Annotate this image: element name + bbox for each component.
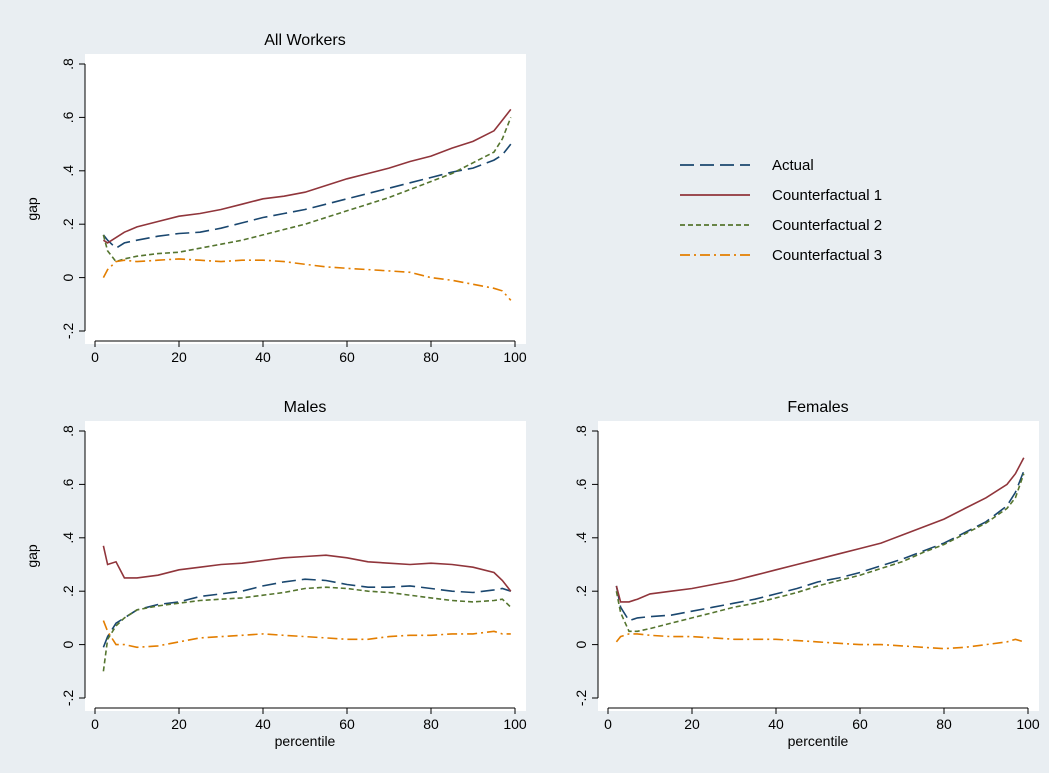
x-tick-label: 80 [936, 716, 952, 732]
y-tick-label: .4 [60, 532, 76, 544]
series-line-2 [102, 108, 512, 244]
series-line-1 [615, 470, 1025, 622]
series-line-1 [102, 143, 512, 250]
x-tick-label: 80 [423, 349, 439, 365]
x-tick-label: 80 [423, 716, 439, 732]
x-axis-title: percentile [275, 733, 336, 749]
x-tick-label: 20 [171, 716, 187, 732]
legend-label: Counterfactual 2 [772, 217, 882, 234]
series-line-4 [102, 620, 511, 649]
x-tick-label: 40 [255, 349, 271, 365]
x-tick-label: 100 [1016, 716, 1040, 732]
y-tick-label: -.2 [60, 690, 76, 707]
y-tick-label: -.2 [60, 323, 76, 340]
chart-males: Males gap percentile 0 20 40 60 80 100 -.2 0 .2.… [24, 399, 527, 749]
axes: 0 20 40 60 80 100 -.2 0 .2 .4 .6 .8 [60, 58, 527, 365]
legend-label: Counterfactual 3 [772, 247, 882, 264]
y-tick-label: -.2 [573, 690, 589, 707]
chart-title: All Workers [264, 32, 346, 49]
chart-all-workers: All Workers gap 0 20 40 60 80 100 -.2 0 .2 .4 .6 .8 [24, 32, 527, 365]
x-tick-label: 0 [91, 349, 99, 365]
y-tick-label: .2 [60, 585, 76, 597]
x-tick-label: 20 [171, 349, 187, 365]
series-line-3 [615, 473, 1025, 633]
x-tick-label: 60 [339, 716, 355, 732]
series-line-4 [102, 258, 512, 301]
series-line-3 [102, 117, 512, 263]
y-axis-title: gap [24, 544, 40, 568]
x-tick-label: 100 [503, 349, 527, 365]
y-axis-title: gap [24, 197, 40, 221]
y-tick-label: .8 [60, 425, 76, 437]
chart-title: Males [284, 399, 327, 416]
plot-area [85, 54, 526, 344]
y-tick-label: .4 [573, 532, 589, 544]
chart-females: Females percentile 0 20 40 60 80 100 -.2 0 .2 .4.… [573, 399, 1040, 749]
axes: 0 20 40 60 80 100 -.2 0 .2 .4 .6 .8 [60, 425, 527, 732]
x-tick-label: 100 [503, 716, 527, 732]
plot-area [85, 421, 526, 711]
x-tick-label: 0 [91, 716, 99, 732]
legend: Actual Counterfactual 1 Counterfactual 2 Co… [680, 157, 882, 264]
y-tick-label: .2 [60, 218, 76, 230]
series-line-4 [615, 633, 1025, 650]
x-tick-label: 0 [604, 716, 612, 732]
x-tick-label: 40 [768, 716, 784, 732]
y-tick-label: 0 [60, 640, 76, 648]
series-line-2 [102, 545, 512, 592]
series-lines [102, 108, 512, 301]
x-tick-label: 60 [339, 349, 355, 365]
x-tick-label: 40 [255, 716, 271, 732]
y-tick-label: .8 [573, 425, 589, 437]
y-tick-label: .6 [573, 478, 589, 490]
y-tick-label: .6 [60, 478, 76, 490]
axes: 0 20 40 60 80 100 -.2 0 .2 .4 .6 .8 [573, 425, 1040, 732]
y-tick-label: .8 [60, 58, 76, 70]
x-tick-label: 60 [852, 716, 868, 732]
plot-area [598, 421, 1039, 711]
y-tick-label: 0 [573, 640, 589, 648]
series-lines [102, 545, 512, 672]
y-tick-label: .4 [60, 165, 76, 177]
y-tick-label: .2 [573, 585, 589, 597]
series-lines [615, 457, 1025, 650]
series-line-2 [615, 457, 1025, 603]
x-axis-title: percentile [788, 733, 849, 749]
y-tick-label: .6 [60, 111, 76, 123]
x-tick-label: 20 [684, 716, 700, 732]
y-tick-label: 0 [60, 273, 76, 281]
legend-label: Counterfactual 1 [772, 187, 882, 204]
legend-label: Actual [772, 157, 814, 174]
chart-title: Females [787, 399, 848, 416]
series-line-3 [102, 586, 512, 672]
